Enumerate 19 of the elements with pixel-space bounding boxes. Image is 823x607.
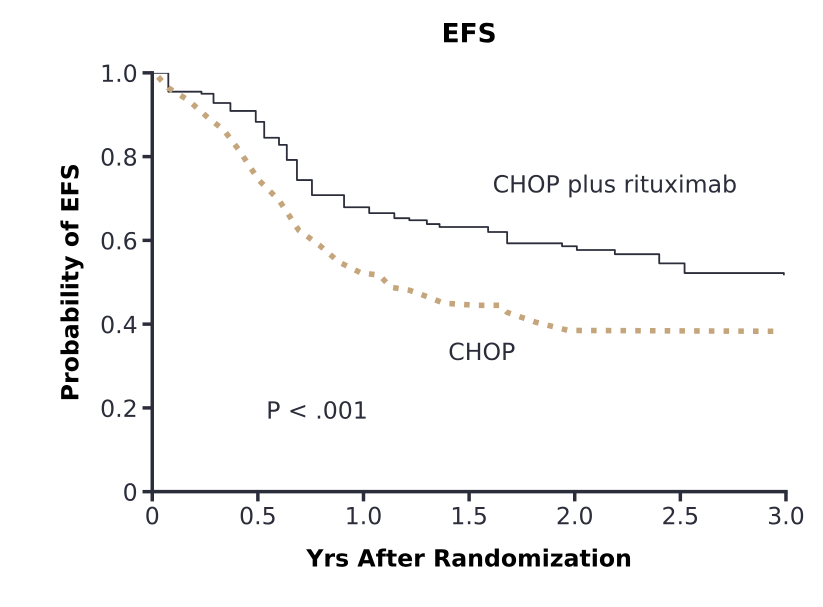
x-tick-label: 2.0 bbox=[558, 506, 592, 525]
x-axis-title: Yrs After Randomization bbox=[306, 548, 630, 567]
y-tick-label: 0.4 bbox=[102, 316, 136, 334]
x-tick-label: 1.0 bbox=[347, 506, 381, 525]
x-tick-label: 2.5 bbox=[663, 506, 698, 525]
y-axis-title: Probability of EFS bbox=[60, 164, 84, 400]
y-tick-label: 0.2 bbox=[102, 399, 136, 418]
x-tick-label: 0.5 bbox=[240, 506, 275, 525]
series-label: CHOP plus rituximab bbox=[494, 174, 736, 198]
x-tick-label: 3.0 bbox=[768, 506, 804, 525]
y-tick-label: 0 bbox=[124, 483, 136, 501]
y-tick-label: 1.0 bbox=[102, 64, 136, 82]
y-tick-label: 0.6 bbox=[102, 232, 136, 250]
y-tick-label: 0.8 bbox=[102, 148, 136, 166]
series-label: CHOP bbox=[450, 342, 515, 360]
chart-title: EFS bbox=[444, 22, 495, 43]
x-tick-label: 1.5 bbox=[452, 506, 486, 525]
x-tick-label: 0 bbox=[146, 506, 158, 525]
annotation: P < .001 bbox=[268, 401, 366, 419]
